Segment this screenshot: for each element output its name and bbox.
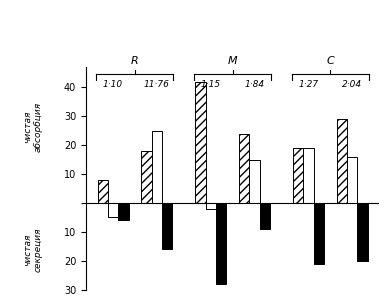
Bar xyxy=(206,203,216,209)
Bar xyxy=(97,180,108,203)
Bar xyxy=(162,203,172,249)
Bar xyxy=(303,148,314,203)
Text: 11·76: 11·76 xyxy=(144,80,170,89)
Bar xyxy=(357,203,368,261)
Text: 2·04: 2·04 xyxy=(342,80,362,89)
Bar xyxy=(260,203,270,229)
Bar xyxy=(314,203,324,264)
Bar xyxy=(195,81,206,203)
Bar xyxy=(118,203,129,220)
Bar xyxy=(152,131,162,203)
Bar xyxy=(216,203,226,284)
Bar xyxy=(108,203,118,217)
Bar xyxy=(293,148,303,203)
Text: 1·15: 1·15 xyxy=(201,80,221,89)
Text: 1·84: 1·84 xyxy=(244,80,265,89)
Text: 1·10: 1·10 xyxy=(103,80,123,89)
Text: R: R xyxy=(131,56,139,66)
Bar xyxy=(249,160,260,203)
Text: чистая
абсорбция: чистая абсорбция xyxy=(23,102,43,152)
Bar xyxy=(337,119,347,203)
Text: чистая
секреция: чистая секреция xyxy=(23,228,43,272)
Text: M: M xyxy=(228,56,237,66)
Bar xyxy=(141,151,152,203)
Bar xyxy=(347,157,357,203)
Text: 1·27: 1·27 xyxy=(298,80,319,89)
Bar xyxy=(239,134,249,203)
Text: C: C xyxy=(326,56,334,66)
